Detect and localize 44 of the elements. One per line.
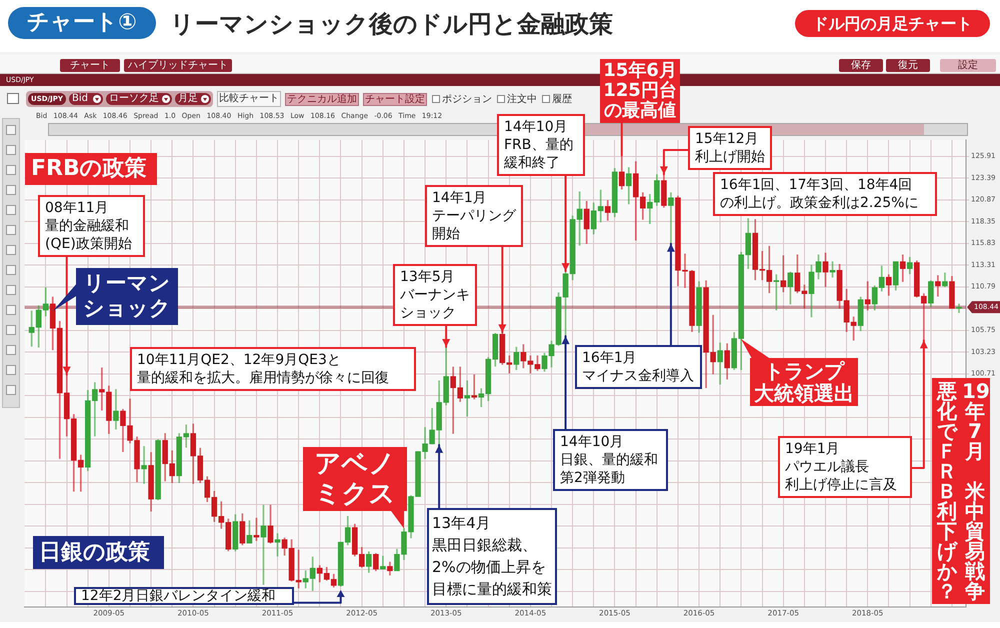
annotation: 08年11月量的金融緩和(QE)政策開始 <box>38 195 145 257</box>
text: ポジション <box>442 93 493 106</box>
text: 月足 <box>175 93 199 105</box>
annotation: アベノミクス <box>303 447 407 511</box>
candlestick <box>141 446 147 484</box>
annotation: リーマンショック <box>76 268 178 325</box>
candlestick <box>668 192 674 244</box>
annotation: 14年10月日銀、量的緩和第2弾発動 <box>553 429 668 491</box>
text: チャート <box>60 59 120 72</box>
annotation: 16年1回、17年3回、18年4回の利上げ。政策金利は2.25%に <box>713 172 937 216</box>
annotation: 10年11月QE2、12年9月QE3と量的緩和を拡大。雇用情勢が徐々に回復 <box>130 347 416 391</box>
candlestick <box>254 518 260 541</box>
text: 復元 <box>886 59 930 72</box>
text: ハイブリッドチャート <box>124 59 232 72</box>
candlestick <box>830 261 836 278</box>
text: テクニカル追加 <box>285 93 359 106</box>
annotation: 12年2月日銀バレンタイン緩和 <box>74 587 294 605</box>
text: 設定 <box>940 59 996 72</box>
annotation: 15年12月利上げ開始 <box>688 126 772 170</box>
annotation: 14年10月FRB、量的緩和終了 <box>497 114 585 176</box>
annotation: FRBの政策 <box>25 153 157 185</box>
text: チャート① <box>8 7 156 39</box>
chart-title: リーマンショック後のドル円と金融政策 <box>170 9 613 40</box>
text: Bid <box>69 93 91 105</box>
annotation: 15年6月125円台の最高値 <box>600 59 680 123</box>
candlestick <box>260 504 266 585</box>
annotation: 19年1月パウエル議長利上げ停止に言及 <box>778 436 912 498</box>
text: 履歴 <box>552 93 573 106</box>
annotation: 14年1月テーパリング開始 <box>425 185 523 247</box>
text: ドル円の月足チャート <box>795 10 990 37</box>
annotation: トランプ大統領選出 <box>750 358 858 406</box>
annotation: 日銀の政策 <box>33 536 164 569</box>
annotation: 13年4月黒田日銀総裁、2%の物価上昇を目標に量的緩和策 <box>427 508 557 605</box>
annotation: 16年1月マイナス金利導入 <box>575 345 702 389</box>
text: 19年7月米中貿易戦争悪化でＦＲＢ利下げか？ <box>937 379 990 603</box>
text: チャート設定 <box>363 93 427 106</box>
text: 保存 <box>839 59 883 72</box>
candlestick <box>274 533 280 556</box>
candlestick <box>956 304 962 313</box>
candlestick <box>113 389 119 430</box>
text: 注文中 <box>507 93 538 106</box>
text: ローソク足 <box>106 93 160 105</box>
annotation: 13年5月バーナンキショック <box>393 264 477 326</box>
text: 比較チャート <box>217 91 281 107</box>
